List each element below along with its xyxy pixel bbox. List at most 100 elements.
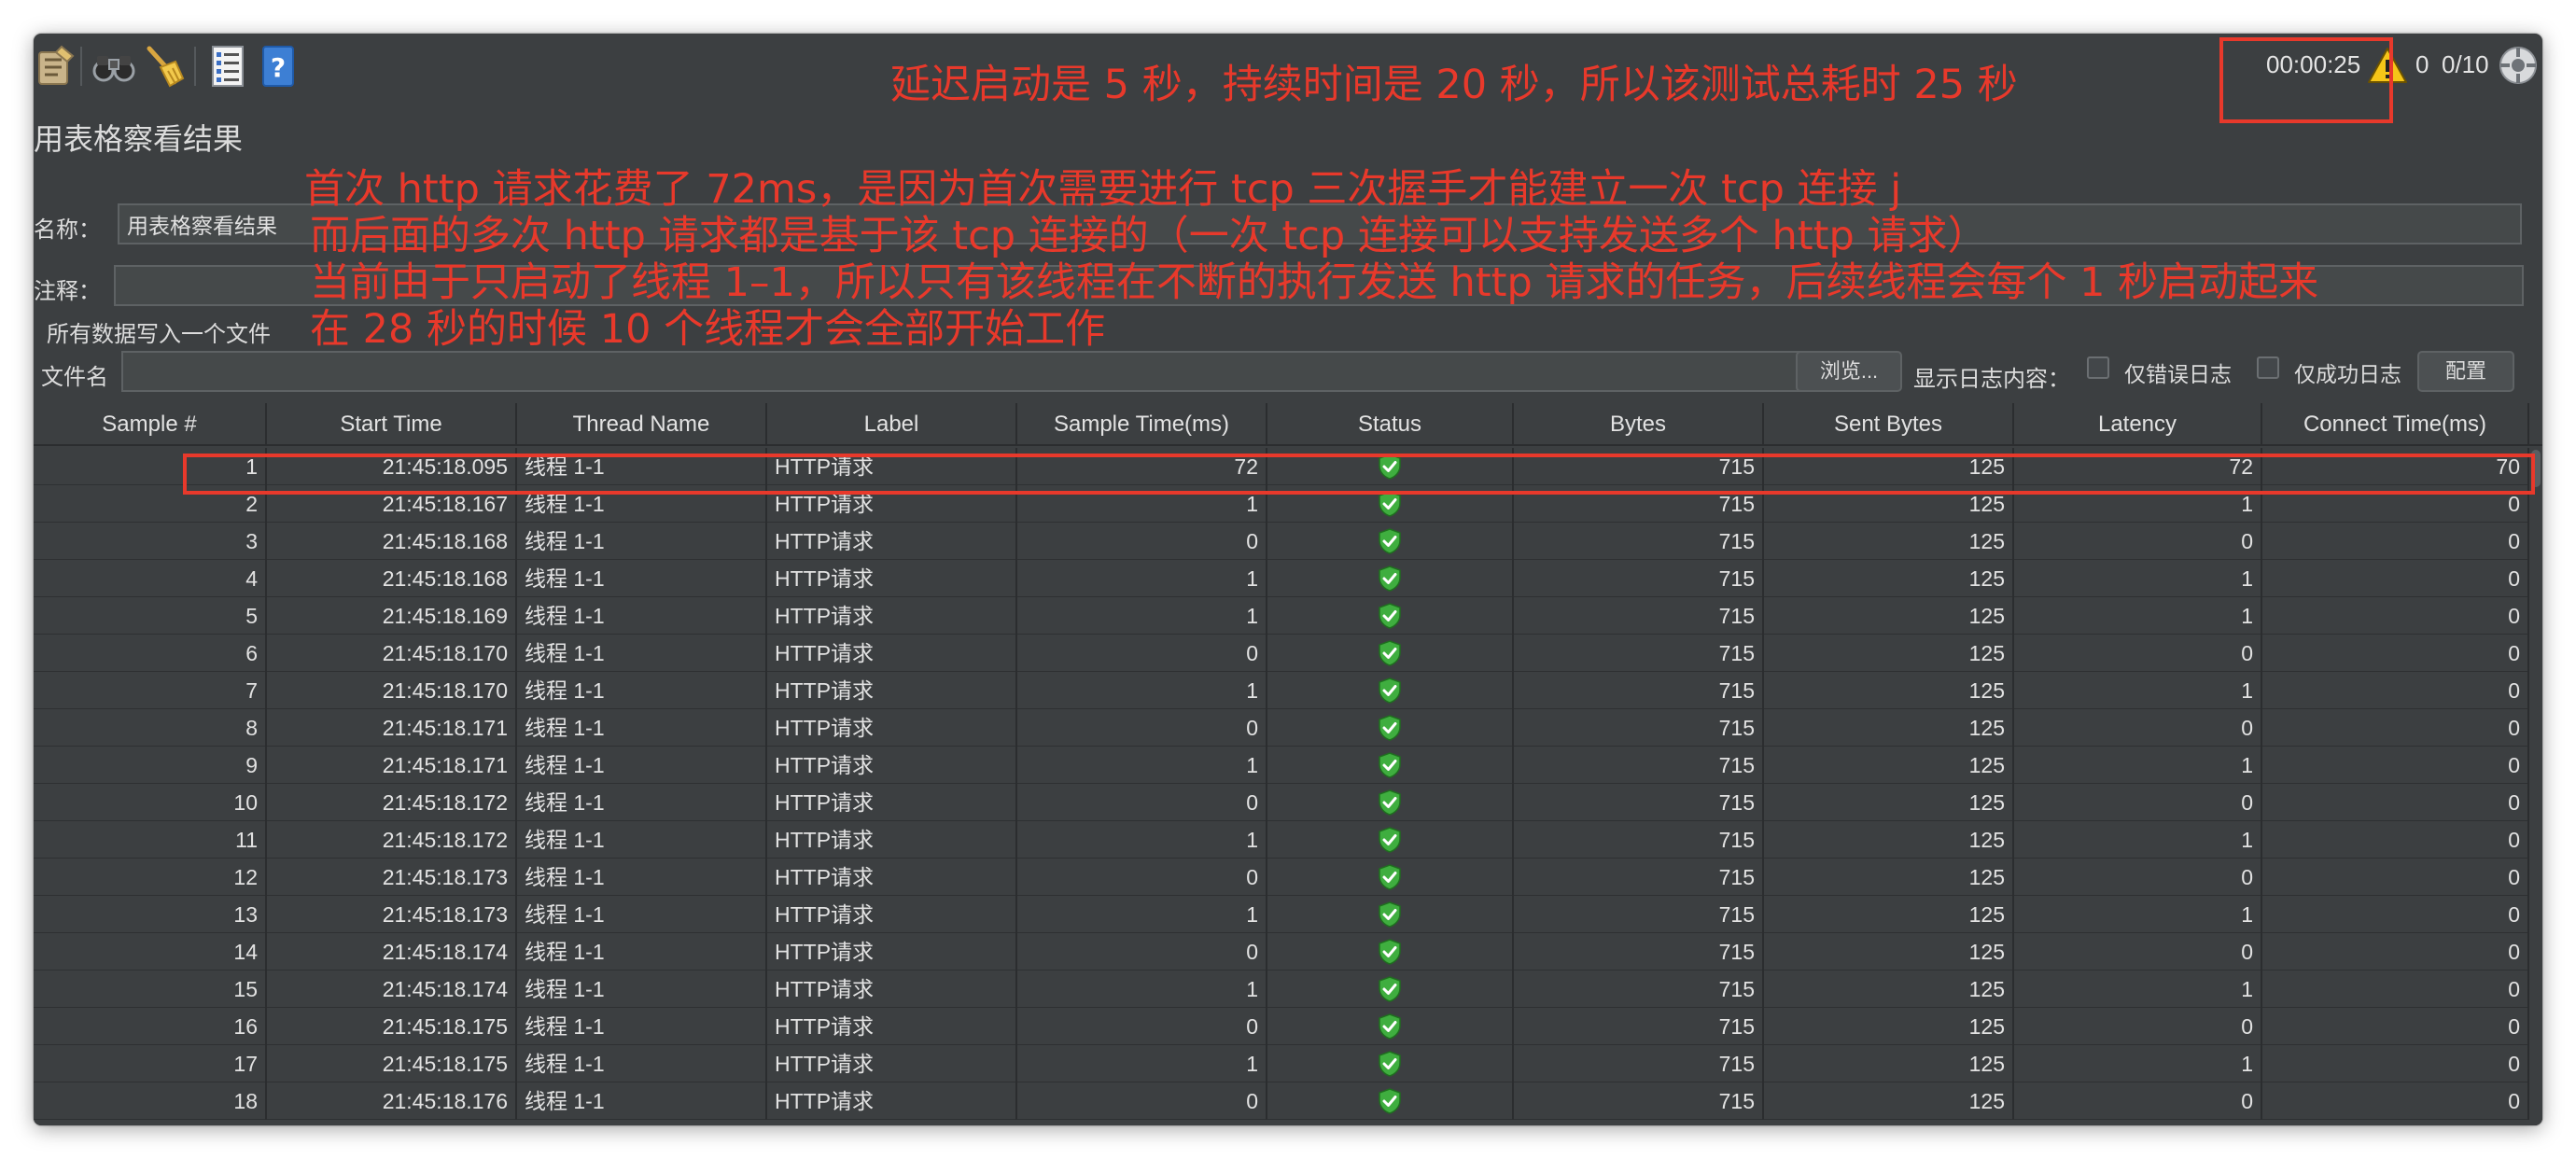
cell-connect-time: 0 <box>2262 709 2529 747</box>
column-header-sample-time[interactable]: Sample Time(ms) <box>1017 403 1267 446</box>
cell-latency: 1 <box>2014 672 2262 709</box>
configure-button[interactable]: 配置 <box>2417 351 2514 392</box>
success-only-checkbox[interactable] <box>2257 356 2279 379</box>
cell-connect-time: 0 <box>2262 896 2529 933</box>
cell-sample-num: 8 <box>34 709 267 747</box>
clear-icon[interactable] <box>34 43 77 90</box>
browse-button[interactable]: 浏览... <box>1796 351 1902 392</box>
cell-connect-time: 0 <box>2262 523 2529 560</box>
cell-sample-num: 9 <box>34 747 267 784</box>
table-row[interactable]: 10 21:45:18.172 线程 1-1 HTTP请求 0 715 125 0 0 <box>34 784 2542 821</box>
panel-title: 用表格察看结果 <box>34 122 244 156</box>
annotation-line-3: 当前由于只启动了线程 1–1，所以只有该线程在不断的执行发送 http 请求的任… <box>310 259 2319 306</box>
cell-latency: 1 <box>2014 896 2262 933</box>
cell-start-time: 21:45:18.173 <box>267 896 517 933</box>
cell-sample-time: 0 <box>1017 859 1267 896</box>
cell-connect-time: 0 <box>2262 635 2529 672</box>
cell-label: HTTP请求 <box>767 1082 1017 1120</box>
cell-thread-name: 线程 1-1 <box>517 970 767 1008</box>
cell-start-time: 21:45:18.171 <box>267 747 517 784</box>
table-row[interactable]: 14 21:45:18.174 线程 1-1 HTTP请求 0 715 125 0 0 <box>34 933 2542 970</box>
cell-sample-num: 5 <box>34 597 267 635</box>
status-success-icon <box>1267 635 1514 672</box>
table-scrollbar[interactable] <box>2529 448 2542 1125</box>
comment-label: 注释： <box>34 279 101 304</box>
cell-thread-name: 线程 1-1 <box>517 1082 767 1120</box>
column-header-start-time[interactable]: Start Time <box>267 403 517 446</box>
cell-thread-name: 线程 1-1 <box>517 1008 767 1045</box>
cell-thread-name: 线程 1-1 <box>517 560 767 597</box>
cell-bytes: 715 <box>1514 448 1764 485</box>
cell-latency: 1 <box>2014 821 2262 859</box>
cell-label: HTTP请求 <box>767 709 1017 747</box>
binoculars-icon[interactable] <box>91 43 136 90</box>
cell-sample-num: 16 <box>34 1008 267 1045</box>
cell-label: HTTP请求 <box>767 821 1017 859</box>
cell-sent-bytes: 125 <box>1764 896 2014 933</box>
annotation-first-row-box <box>183 454 2535 495</box>
status-success-icon <box>1267 933 1514 970</box>
broom-icon[interactable] <box>142 43 187 90</box>
table-row[interactable]: 11 21:45:18.172 线程 1-1 HTTP请求 1 715 125 1 0 <box>34 821 2542 859</box>
status-success-icon <box>1267 747 1514 784</box>
table-row[interactable]: 12 21:45:18.173 线程 1-1 HTTP请求 0 715 125 0 0 <box>34 859 2542 896</box>
scroll-thumb[interactable] <box>2531 450 2541 487</box>
cell-sample-num: 13 <box>34 896 267 933</box>
column-header-thread-name[interactable]: Thread Name <box>517 403 767 446</box>
cell-sent-bytes: 125 <box>1764 933 2014 970</box>
table-row[interactable]: 7 21:45:18.170 线程 1-1 HTTP请求 1 715 125 1 0 <box>34 672 2542 709</box>
cell-sample-time: 0 <box>1017 1082 1267 1120</box>
column-header-bytes[interactable]: Bytes <box>1514 403 1764 446</box>
table-row[interactable]: 17 21:45:18.175 线程 1-1 HTTP请求 1 715 125 1 0 <box>34 1045 2542 1082</box>
name-field[interactable] <box>118 203 2522 244</box>
column-header-sent-bytes[interactable]: Sent Bytes <box>1764 403 2014 446</box>
table-row[interactable]: 9 21:45:18.171 线程 1-1 HTTP请求 1 715 125 1 0 <box>34 747 2542 784</box>
cell-sample-num: 2 <box>34 485 267 523</box>
cell-sent-bytes: 125 <box>1764 747 2014 784</box>
warning-icon[interactable] <box>2367 45 2408 91</box>
cell-bytes: 715 <box>1514 859 1764 896</box>
column-header-status[interactable]: Status <box>1267 403 1514 446</box>
status-success-icon <box>1267 821 1514 859</box>
help-icon[interactable]: ? <box>259 43 297 90</box>
column-header-sample-num[interactable]: Sample # <box>34 403 267 446</box>
cell-sent-bytes: 125 <box>1764 448 2014 485</box>
cell-thread-name: 线程 1-1 <box>517 597 767 635</box>
cell-thread-name: 线程 1-1 <box>517 709 767 747</box>
table-row[interactable]: 3 21:45:18.168 线程 1-1 HTTP请求 0 715 125 0 0 <box>34 523 2542 560</box>
remote-engine-icon[interactable] <box>2498 43 2539 92</box>
column-header-latency[interactable]: Latency <box>2014 403 2262 446</box>
table-row[interactable]: 2 21:45:18.167 线程 1-1 HTTP请求 1 715 125 1 0 <box>34 485 2542 523</box>
status-success-icon <box>1267 672 1514 709</box>
table-row[interactable]: 8 21:45:18.171 线程 1-1 HTTP请求 0 715 125 0 0 <box>34 709 2542 747</box>
table-row[interactable]: 4 21:45:18.168 线程 1-1 HTTP请求 1 715 125 1 0 <box>34 560 2542 597</box>
cell-sent-bytes: 125 <box>1764 821 2014 859</box>
cell-bytes: 715 <box>1514 933 1764 970</box>
table-row[interactable]: 16 21:45:18.175 线程 1-1 HTTP请求 0 715 125 0 0 <box>34 1008 2542 1045</box>
table-row[interactable]: 5 21:45:18.169 线程 1-1 HTTP请求 1 715 125 1 0 <box>34 597 2542 635</box>
cell-connect-time: 0 <box>2262 970 2529 1008</box>
cell-label: HTTP请求 <box>767 970 1017 1008</box>
filename-field[interactable] <box>121 351 1811 392</box>
table-row[interactable]: 1 21:45:18.095 线程 1-1 HTTP请求 72 715 125 72 70 <box>34 448 2542 485</box>
cell-sample-num: 7 <box>34 672 267 709</box>
cell-start-time: 21:45:18.168 <box>267 560 517 597</box>
cell-thread-name: 线程 1-1 <box>517 485 767 523</box>
column-header-connect-time[interactable]: Connect Time(ms) <box>2262 403 2529 446</box>
cell-sample-time: 1 <box>1017 896 1267 933</box>
errors-only-checkbox[interactable] <box>2087 356 2109 379</box>
cell-sample-num: 3 <box>34 523 267 560</box>
column-header-label[interactable]: Label <box>767 403 1017 446</box>
cell-thread-name: 线程 1-1 <box>517 1045 767 1082</box>
comment-field[interactable] <box>114 265 2524 306</box>
svg-text:?: ? <box>271 52 286 83</box>
table-row[interactable]: 18 21:45:18.176 线程 1-1 HTTP请求 0 715 125 0 0 <box>34 1082 2542 1120</box>
table-row[interactable]: 6 21:45:18.170 线程 1-1 HTTP请求 0 715 125 0 0 <box>34 635 2542 672</box>
cell-sample-time: 1 <box>1017 672 1267 709</box>
cell-latency: 1 <box>2014 1045 2262 1082</box>
table-row[interactable]: 13 21:45:18.173 线程 1-1 HTTP请求 1 715 125 1 0 <box>34 896 2542 933</box>
list-icon[interactable] <box>207 43 248 90</box>
table-row[interactable]: 15 21:45:18.174 线程 1-1 HTTP请求 1 715 125 1 0 <box>34 970 2542 1008</box>
cell-bytes: 715 <box>1514 635 1764 672</box>
cell-latency: 0 <box>2014 523 2262 560</box>
